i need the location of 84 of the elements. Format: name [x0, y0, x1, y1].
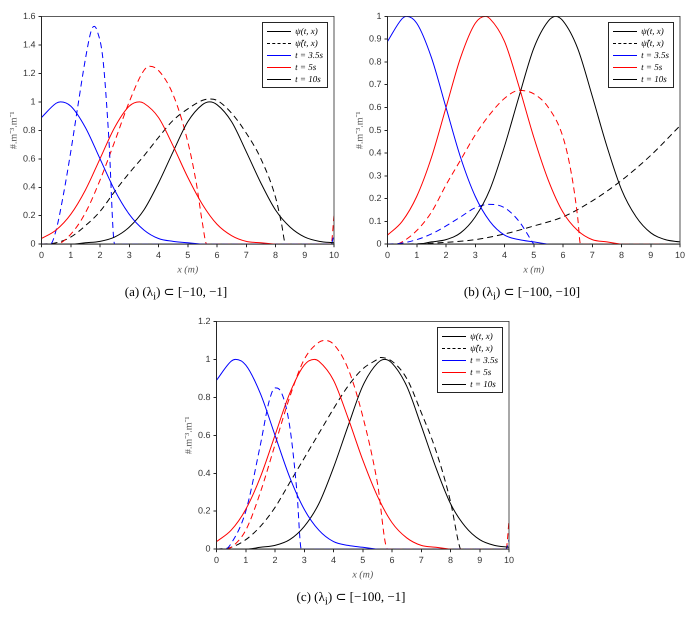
legend-label: t = 3.5s — [470, 354, 498, 366]
y-tick-label: 0.8 — [368, 56, 382, 66]
x-tick-label: 3 — [126, 250, 132, 260]
x-tick-label: 1 — [243, 555, 248, 566]
x-tick-label: 2 — [444, 250, 449, 260]
y-tick-label: 0.7 — [368, 79, 382, 90]
legend-label: ψ̂(t, x) — [641, 37, 664, 49]
y-tick-label: 0.4 — [198, 468, 211, 478]
y-tick-label: 0.6 — [22, 153, 36, 164]
legend-label: t = 5s — [295, 61, 316, 73]
x-tick-label: 1 — [68, 250, 74, 260]
x-tick-label: 6 — [560, 250, 566, 260]
y-tick-label: 0.8 — [198, 392, 211, 402]
x-tick-label: 5 — [531, 250, 536, 260]
x-tick-label: 8 — [618, 250, 624, 260]
x-tick-label: 4 — [156, 250, 162, 260]
y-tick-label: 0.5 — [368, 124, 382, 135]
x-axis-title: x (m) — [522, 264, 545, 276]
legend-label: t = 5s — [470, 366, 492, 378]
legend-label: t = 3.5s — [295, 49, 323, 61]
y-tick-label: 1 — [376, 10, 382, 21]
y-tick-label: 0.2 — [198, 506, 211, 516]
x-tick-label: 5 — [360, 555, 366, 566]
x-tick-label: 2 — [272, 555, 278, 566]
x-tick-label: 6 — [214, 250, 220, 260]
y-tick-label: 0.2 — [368, 193, 382, 204]
legend-label: ψ(t, x) — [641, 25, 664, 37]
x-tick-label: 2 — [98, 250, 103, 260]
x-axis-title: x (m) — [176, 264, 199, 276]
legend-label: ψ̂(t, x) — [470, 342, 493, 354]
y-tick-label: 1.6 — [22, 10, 36, 21]
y-tick-label: 0.6 — [368, 102, 382, 112]
x-tick-label: 3 — [302, 555, 307, 566]
y-tick-label: 0.3 — [368, 170, 382, 180]
x-tick-label: 7 — [244, 250, 249, 260]
y-tick-label: 1 — [205, 354, 211, 364]
x-axis-title: x (m) — [351, 570, 374, 581]
text: (b) (λ$_{i}$) ⊂ [−100, −10] — [462, 284, 582, 303]
x-tick-label: 9 — [648, 250, 654, 260]
x-tick-label: 10 — [504, 555, 514, 566]
y-tick-label: 1.2 — [22, 68, 36, 78]
legend-label: ψ(t, x) — [295, 25, 318, 37]
x-tick-label: 8 — [272, 250, 278, 260]
x-tick-label: 5 — [185, 250, 190, 260]
x-tick-label: 3 — [472, 250, 478, 260]
legend-label: t = 5s — [641, 61, 662, 73]
y-tick-label: 0 — [205, 544, 211, 554]
x-tick-label: 0 — [214, 555, 220, 566]
x-tick-label: 10 — [674, 250, 686, 260]
x-tick-label: 7 — [418, 555, 424, 566]
y-tick-label: 1.2 — [198, 316, 211, 326]
x-tick-label: 7 — [590, 250, 595, 260]
y-tick-label: 0.4 — [22, 182, 36, 192]
x-tick-label: 1 — [414, 250, 420, 260]
y-tick-label: 0 — [30, 238, 36, 249]
x-tick-label: 9 — [302, 250, 308, 260]
y-tick-label: 0.6 — [198, 430, 211, 440]
legend-label: t = 3.5s — [641, 49, 669, 61]
y-tick-label: 0.4 — [368, 148, 382, 158]
y-axis-title: #.m⁻³.m⁻¹ — [8, 112, 20, 150]
legend-label: ψ̂(t, x) — [295, 37, 318, 49]
y-tick-label: 0.8 — [22, 124, 36, 135]
legend-label: ψ(t, x) — [470, 330, 493, 342]
legend-label: t = 10s — [641, 73, 667, 85]
y-tick-label: 1 — [30, 96, 36, 106]
x-tick-label: 6 — [389, 555, 395, 566]
y-tick-label: 0 — [376, 238, 382, 249]
text: (a) (λ$_{i}$) ⊂ [−10, −1] — [124, 284, 228, 303]
text: (c) (λ$_{i}$) ⊂ [−100, −1] — [296, 589, 406, 608]
x-tick-label: 9 — [477, 555, 482, 566]
y-tick-label: 0.1 — [368, 216, 382, 226]
y-tick-label: 1.4 — [22, 39, 36, 50]
x-tick-label: 8 — [448, 555, 454, 566]
y-tick-label: 0.9 — [368, 34, 382, 44]
x-tick-label: 0 — [39, 250, 44, 260]
y-axis-title: #.m⁻³.m⁻¹ — [184, 416, 195, 454]
x-tick-label: 4 — [331, 555, 336, 566]
x-tick-label: 4 — [502, 250, 508, 260]
legend-label: t = 10s — [295, 73, 321, 85]
y-tick-label: 0.2 — [22, 210, 36, 220]
y-axis-title: #.m⁻³.m⁻¹ — [354, 112, 366, 150]
x-tick-label: 0 — [385, 250, 390, 260]
legend-label: t = 10s — [470, 378, 496, 390]
x-tick-label: 10 — [328, 250, 340, 260]
